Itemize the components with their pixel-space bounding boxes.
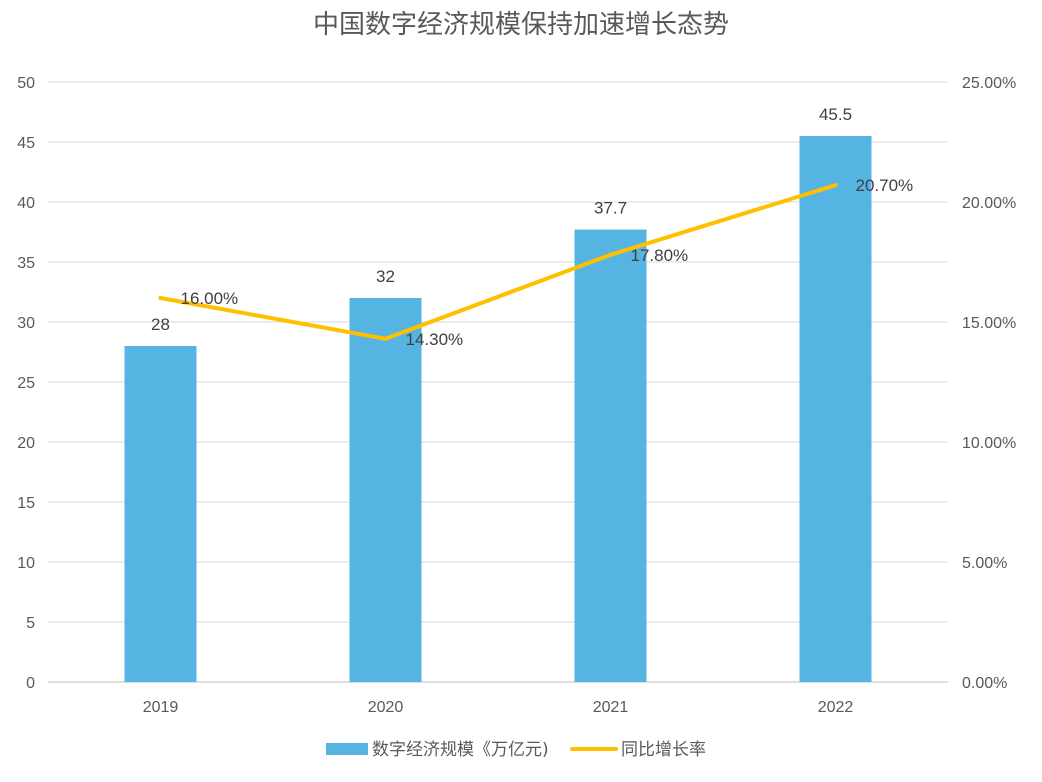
line-point: [158, 296, 163, 300]
right-axis-ticks: 0.00% 5.00% 10.00% 15.00% 20.00% 25.00%: [962, 75, 1016, 692]
chart-title: 中国数字经济规模保持加速增长态势: [313, 10, 729, 40]
legend-label-bar: 数字经济规模《万亿元): [372, 740, 549, 760]
right-tick-label: 5.00%: [962, 555, 1007, 572]
right-tick-label: 20.00%: [962, 195, 1016, 212]
left-tick-label: 0: [26, 675, 35, 692]
gridlines: [48, 81, 948, 683]
legend: 数字经济规模《万亿元) 同比增长率: [326, 740, 706, 760]
bar: [124, 346, 197, 682]
right-tick-label: 25.00%: [962, 75, 1016, 92]
left-tick-label: 40: [17, 195, 35, 212]
bar-data-label: 45.5: [819, 105, 852, 124]
line-point: [608, 252, 613, 257]
bar-data-label: 28: [151, 315, 170, 334]
left-tick-label: 25: [17, 375, 35, 392]
x-tick-label: 2022: [818, 699, 854, 716]
left-axis-ticks: 0 5 10 15 20 25 30 35 40 45 50: [17, 75, 35, 692]
line-data-label: 17.80%: [631, 246, 689, 265]
left-tick-label: 30: [17, 315, 35, 332]
line-point: [383, 336, 388, 341]
right-tick-label: 10.00%: [962, 435, 1016, 452]
growth-rate-line: [158, 183, 838, 341]
x-tick-label: 2020: [368, 699, 404, 716]
line-series: [158, 183, 838, 341]
right-tick-label: 0.00%: [962, 675, 1007, 692]
left-tick-label: 50: [17, 75, 35, 92]
bar-series: [124, 136, 872, 682]
right-tick-label: 15.00%: [962, 315, 1016, 332]
left-tick-label: 35: [17, 255, 35, 272]
data-labels: 28 32 37.7 45.5 16.00% 14.30% 17.80% 20.70%: [151, 105, 913, 349]
bar: [349, 298, 422, 682]
left-tick-label: 20: [17, 435, 35, 452]
x-axis-ticks: 2019 2020 2021 2022: [143, 699, 854, 716]
left-tick-label: 10: [17, 555, 35, 572]
x-tick-label: 2021: [593, 699, 629, 716]
legend-swatch-bar: [326, 743, 368, 755]
line-data-label: 14.30%: [406, 330, 464, 349]
bar-data-label: 37.7: [594, 199, 627, 218]
left-tick-label: 5: [26, 615, 35, 632]
bar: [574, 229, 647, 682]
bar: [799, 136, 872, 682]
bar-data-label: 32: [376, 267, 395, 286]
left-tick-label: 45: [17, 135, 35, 152]
line-data-label: 20.70%: [856, 176, 914, 195]
left-tick-label: 15: [17, 495, 35, 512]
line-point: [833, 183, 838, 188]
legend-label-line: 同比增长率: [621, 740, 706, 760]
x-tick-label: 2019: [143, 699, 179, 716]
line-data-label: 16.00%: [181, 289, 239, 308]
